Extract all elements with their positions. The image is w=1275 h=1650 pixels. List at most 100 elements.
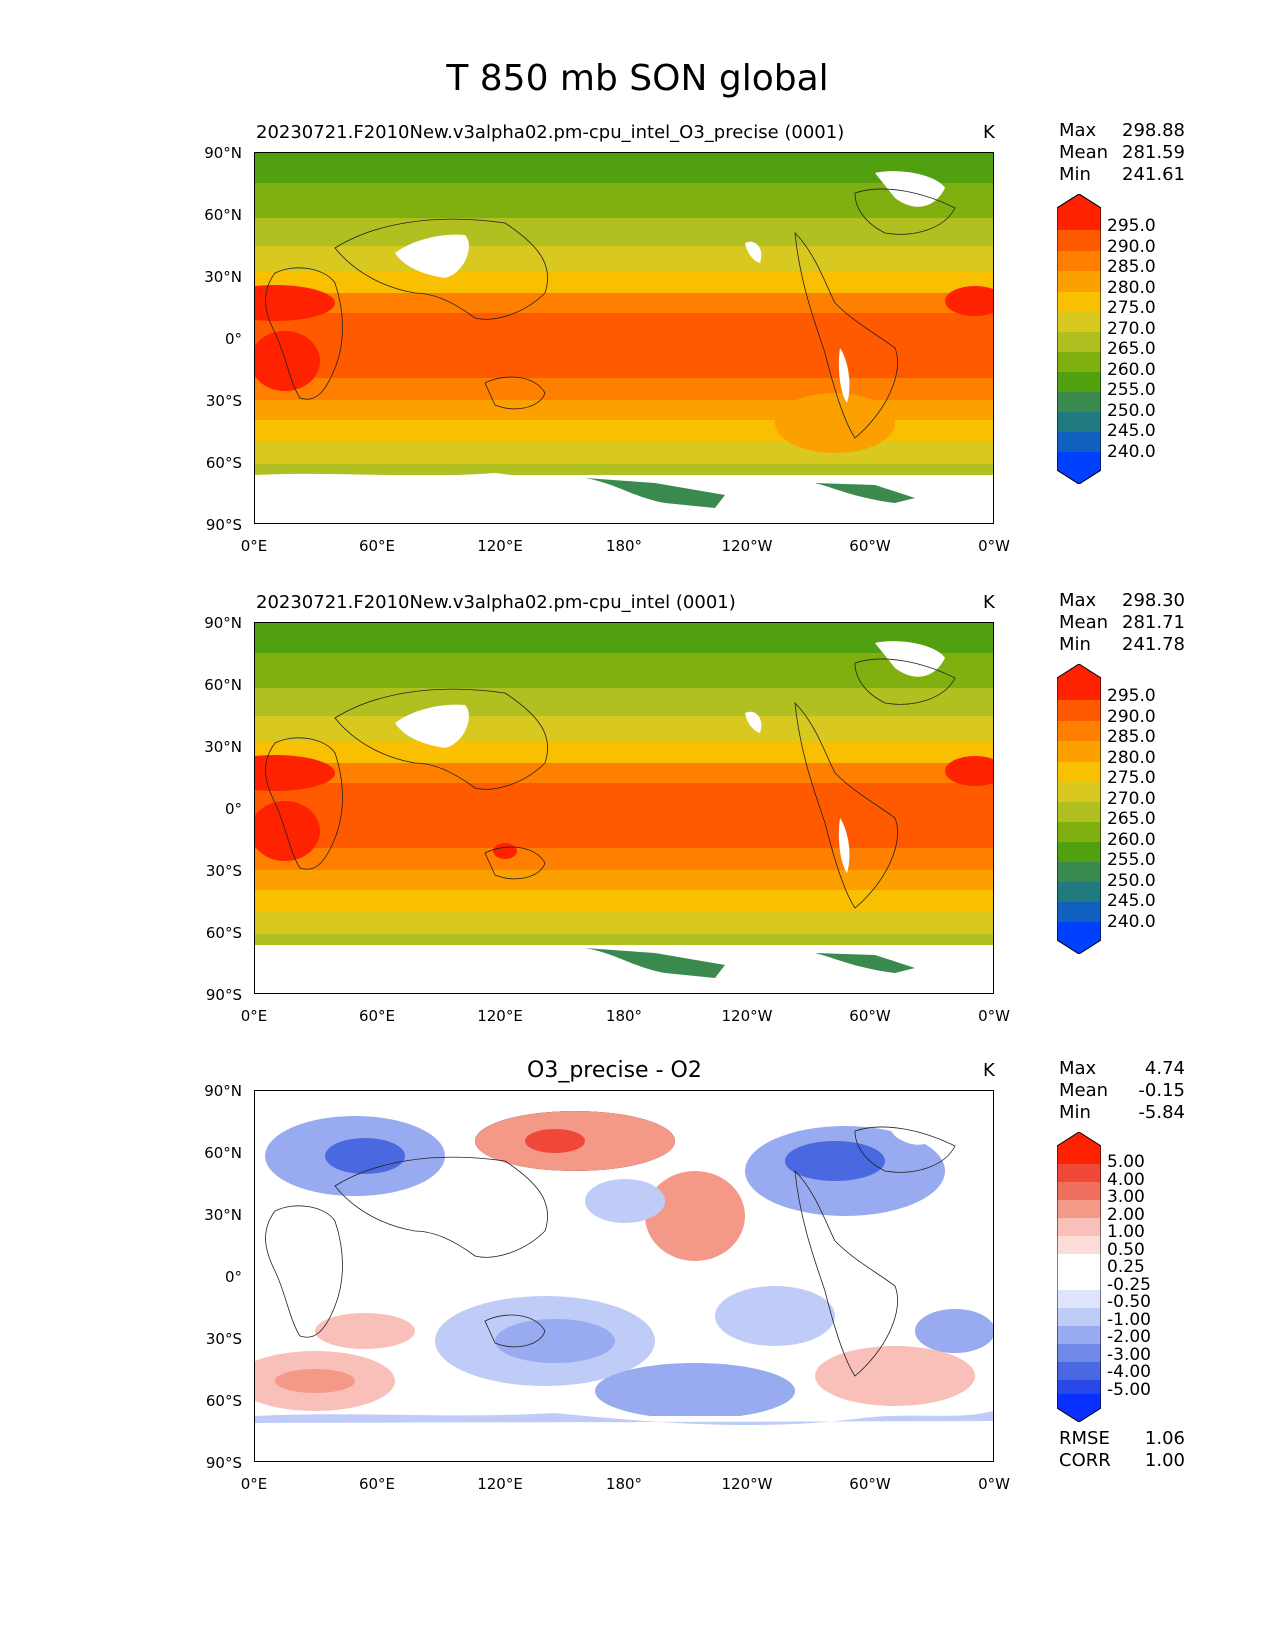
cb-label: 3.00: [1107, 1187, 1145, 1207]
units-label: K: [983, 122, 995, 143]
cb-label: 285.0: [1107, 727, 1156, 747]
lat-tick-label: 0°: [224, 330, 242, 348]
lon-tick-label: 180°: [605, 1007, 643, 1025]
lon-tick-label: 120°E: [477, 537, 523, 555]
cb-label: 290.0: [1107, 706, 1156, 727]
figure-title: T 850 mb SON global: [446, 58, 829, 99]
cb-label: 265.0: [1107, 809, 1156, 829]
colorbar-labels: 295.0 290.0 285.0 280.0 275.0 270.0 265.…: [1107, 218, 1156, 464]
cb-label: 255.0: [1107, 850, 1156, 870]
lat-tick-label: 90°S: [205, 516, 242, 534]
lat-tick-label: 90°S: [205, 1454, 242, 1472]
colorbar: [1056, 193, 1102, 485]
cb-label: 265.0: [1107, 339, 1156, 359]
max-label: Max: [1059, 1058, 1097, 1079]
max-label: Max: [1059, 590, 1097, 611]
lat-tick-label: 90°N: [204, 144, 242, 162]
lon-tick-label: 0°E: [240, 1007, 268, 1025]
lat-tick-label: 60°N: [204, 676, 242, 694]
cb-label: 285.0: [1107, 257, 1156, 277]
lat-tick-label: 60°N: [204, 1144, 242, 1162]
max-label: Max: [1059, 120, 1097, 141]
colorbar-gradient: [1056, 1131, 1102, 1423]
mean-label: Mean: [1059, 1080, 1109, 1101]
map-plot: [254, 622, 994, 994]
lat-tick-label: 60°N: [204, 206, 242, 224]
lon-tick-label: 120°W: [721, 1007, 773, 1025]
colorbar-labels: 5.00 4.00 3.00 2.00 1.00 0.50 0.25 -0.25…: [1107, 1154, 1151, 1399]
panel-title: 20230721.F2010New.v3alpha02.pm-cpu_intel…: [256, 122, 845, 143]
cb-label: 245.0: [1107, 421, 1156, 441]
corr-value: 1.00: [1144, 1450, 1185, 1471]
lon-tick-label: 120°W: [721, 537, 773, 555]
lat-tick-label: 30°S: [205, 392, 242, 410]
cb-label: 0.50: [1107, 1239, 1145, 1260]
rmse-value: 1.06: [1144, 1428, 1185, 1449]
max-value: 298.88: [1122, 120, 1185, 141]
cb-label: 250.0: [1107, 870, 1156, 891]
corr-label: CORR: [1059, 1450, 1111, 1471]
cb-label: 250.0: [1107, 400, 1156, 421]
cb-label: -4.00: [1107, 1362, 1151, 1382]
lat-tick-label: 30°S: [205, 1330, 242, 1348]
stats-box: Max 298.88 Mean 281.59 Min 241.61: [1059, 120, 1185, 186]
lat-tick-label: 30°N: [204, 1206, 242, 1224]
temperature-map: [255, 153, 993, 523]
lon-tick-label: 60°E: [358, 1475, 396, 1493]
cb-label: 280.0: [1107, 277, 1156, 298]
cb-label: 0.25: [1107, 1257, 1145, 1277]
min-label: Min: [1059, 164, 1091, 185]
min-value: 241.61: [1122, 164, 1185, 185]
lon-tick-label: 0°E: [240, 537, 268, 555]
cb-label: -0.50: [1107, 1292, 1151, 1312]
cb-label: 290.0: [1107, 236, 1156, 257]
temperature-map: [255, 623, 993, 993]
lon-tick-label: 60°W: [849, 1475, 891, 1493]
lon-tick-label: 0°E: [240, 1475, 268, 1493]
cb-label: 240.0: [1107, 441, 1156, 462]
min-label: Min: [1059, 634, 1091, 655]
panel-2: 20230721.F2010New.v3alpha02.pm-cpu_intel…: [0, 582, 1275, 1052]
mean-value: 281.59: [1122, 142, 1185, 163]
cb-label: -5.00: [1107, 1379, 1151, 1400]
units-label: K: [983, 592, 995, 613]
lon-tick-label: 180°: [605, 1475, 643, 1493]
cb-label: 1.00: [1107, 1222, 1145, 1242]
lat-tick-label: 30°N: [204, 268, 242, 286]
colorbar-labels: 295.0 290.0 285.0 280.0 275.0 270.0 265.…: [1107, 688, 1156, 934]
cb-label: -3.00: [1107, 1344, 1151, 1365]
rmse-label: RMSE: [1059, 1428, 1110, 1449]
lat-tick-label: 0°: [224, 1268, 242, 1286]
cb-label: 240.0: [1107, 911, 1156, 932]
lon-tick-label: 60°E: [358, 537, 396, 555]
cb-label: 260.0: [1107, 359, 1156, 380]
panel-title: O3_precise - O2: [527, 1058, 702, 1083]
cb-label: 4.00: [1107, 1169, 1145, 1190]
cb-label: 275.0: [1107, 298, 1156, 318]
mean-label: Mean: [1059, 142, 1109, 163]
units-label: K: [983, 1060, 995, 1081]
cb-label: 270.0: [1107, 788, 1156, 809]
lat-tick-label: 30°S: [205, 862, 242, 880]
cb-label: 295.0: [1107, 216, 1156, 236]
colorbar-gradient: [1056, 193, 1102, 485]
panel-1: 20230721.F2010New.v3alpha02.pm-cpu_intel…: [0, 112, 1275, 582]
min-value: 241.78: [1122, 634, 1185, 655]
colorbar: [1056, 663, 1102, 955]
lon-tick-label: 60°W: [849, 537, 891, 555]
lon-tick-label: 120°E: [477, 1475, 523, 1493]
cb-label: 280.0: [1107, 747, 1156, 768]
max-value: 298.30: [1122, 590, 1185, 611]
cb-label: 255.0: [1107, 380, 1156, 400]
max-value: 4.74: [1144, 1058, 1185, 1079]
cb-label: -1.00: [1107, 1309, 1151, 1330]
cb-label: 295.0: [1107, 686, 1156, 706]
lat-tick-label: 60°S: [205, 454, 242, 472]
lon-tick-label: 120°W: [721, 1475, 773, 1493]
lat-tick-label: 90°N: [204, 1082, 242, 1100]
panel-3: O3_precise - O2 K: [0, 1050, 1275, 1520]
cb-label: -0.25: [1107, 1274, 1151, 1295]
lon-tick-label: 180°: [605, 537, 643, 555]
cb-label: 2.00: [1107, 1204, 1145, 1225]
mean-value: 281.71: [1122, 612, 1185, 633]
